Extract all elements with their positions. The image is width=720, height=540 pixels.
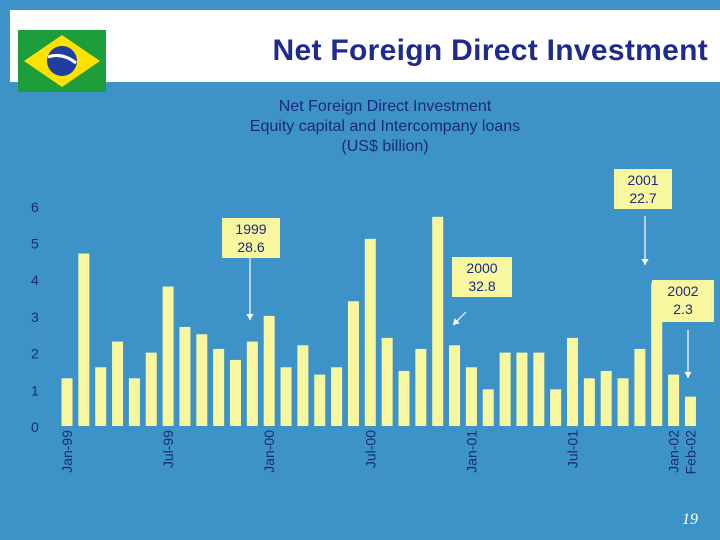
annotation-box xyxy=(222,218,280,258)
x-tick-label: Jan-99 xyxy=(59,430,75,473)
page-number: 19 xyxy=(682,511,698,528)
annotation-arrowhead xyxy=(453,318,460,325)
slide-header: Net Foreign Direct Investment xyxy=(10,10,720,92)
bar xyxy=(331,367,343,426)
annotation-label: 2001 xyxy=(627,172,658,188)
bar xyxy=(550,389,562,426)
annotation-label: 2.3 xyxy=(673,301,693,317)
bar xyxy=(179,326,191,426)
bar xyxy=(230,359,241,426)
x-tick-label: Feb-02 xyxy=(682,430,698,475)
bar xyxy=(634,348,646,426)
bar xyxy=(415,348,427,426)
chart-title-line-3: (US$ billion) xyxy=(341,138,429,155)
x-tick-label: Jan-01 xyxy=(463,430,479,473)
bar xyxy=(145,352,157,426)
bar xyxy=(617,378,629,426)
bar xyxy=(482,389,494,426)
bar xyxy=(651,282,663,426)
bar xyxy=(381,337,393,426)
annotation-label: 1999 xyxy=(235,221,266,237)
annotation-arrowhead xyxy=(641,259,649,265)
bar xyxy=(78,253,90,426)
bar xyxy=(449,345,461,426)
bar xyxy=(516,352,528,426)
bar xyxy=(246,341,258,426)
bar xyxy=(196,334,208,426)
y-tick-label: 1 xyxy=(31,382,39,398)
bar xyxy=(162,286,174,426)
x-tick-label: Jan-00 xyxy=(261,430,277,473)
bar xyxy=(398,370,410,426)
bar xyxy=(263,315,275,426)
bar xyxy=(600,370,612,426)
x-tick-label: Jul-00 xyxy=(362,430,378,468)
annotation-arrowhead xyxy=(684,372,692,378)
page-title: Net Foreign Direct Investment xyxy=(272,34,708,67)
y-tick-label: 0 xyxy=(31,419,39,435)
bar xyxy=(684,396,696,426)
chart-title-line-1: Net Foreign Direct Investment xyxy=(278,98,492,115)
bar xyxy=(314,374,326,426)
annotation-label: 32.8 xyxy=(468,278,495,294)
y-tick-label: 5 xyxy=(31,236,39,252)
annotation-label: 2002 xyxy=(667,283,698,299)
bar xyxy=(364,238,376,426)
x-tick-label: Jul-99 xyxy=(160,430,176,468)
brazil-flag-icon xyxy=(18,30,106,92)
bar xyxy=(213,348,225,426)
chart-title-line-2: Equity capital and Intercompany loans xyxy=(249,118,521,135)
x-tick-label: Jan-02 xyxy=(666,430,682,473)
bar xyxy=(567,337,578,426)
y-tick-label: 4 xyxy=(31,272,39,288)
annotation-label: 28.6 xyxy=(237,239,264,255)
y-tick-label: 2 xyxy=(31,346,39,362)
y-tick-label: 3 xyxy=(31,309,39,325)
bar xyxy=(128,378,140,426)
bar xyxy=(297,345,309,426)
bar xyxy=(112,341,124,426)
bar xyxy=(499,352,511,426)
annotation-label: 22.7 xyxy=(629,190,656,206)
bar xyxy=(465,367,477,426)
bar xyxy=(280,367,292,426)
bar xyxy=(347,301,359,426)
bar xyxy=(583,378,595,426)
bar xyxy=(668,374,680,426)
bar xyxy=(432,216,444,426)
annotation-box xyxy=(614,169,672,209)
annotation-arrowhead xyxy=(246,314,254,320)
annotation-box xyxy=(652,280,714,322)
bar xyxy=(95,367,107,426)
bar xyxy=(533,352,545,426)
annotation-box xyxy=(452,257,512,297)
annotation-label: 2000 xyxy=(466,260,497,276)
bar xyxy=(61,378,73,426)
y-tick-label: 6 xyxy=(31,199,39,215)
x-tick-label: Jul-01 xyxy=(565,430,581,468)
